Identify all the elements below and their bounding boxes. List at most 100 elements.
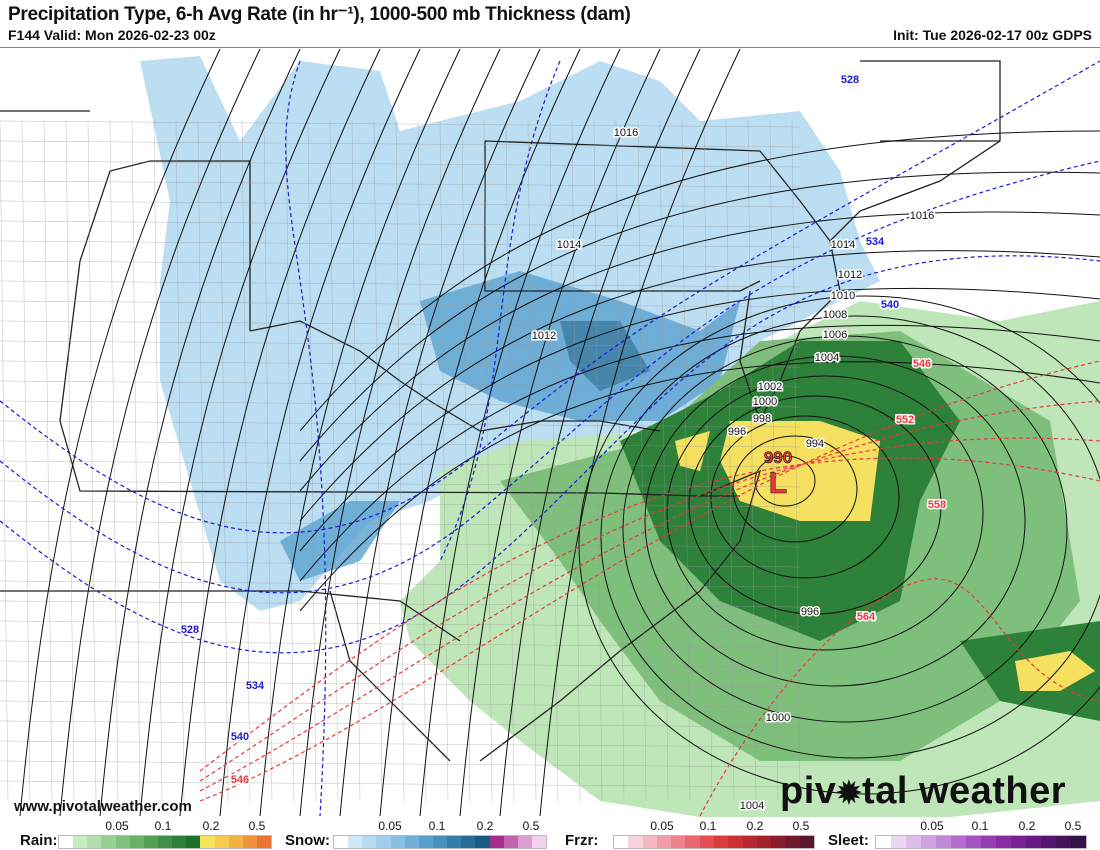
- precip-legend: Rain: 0.05 0.1 0.2 0.5 Snow: 0.05 0.1 0.2 0.5 Frzr…: [0, 818, 1100, 850]
- thickness-label: 558: [928, 499, 946, 511]
- legend-swatch: [876, 836, 891, 848]
- legend-swatch: [799, 836, 814, 848]
- legend-swatch: [785, 836, 800, 848]
- isobar-label: 996: [728, 426, 746, 438]
- isobar-label: 1008: [823, 309, 847, 321]
- mix-region: [675, 421, 1095, 691]
- thickness-label: 546: [913, 358, 931, 370]
- legend-swatch: [475, 836, 490, 848]
- legend-swatch: [447, 836, 462, 848]
- legend-label-sleet: Sleet:: [828, 832, 869, 849]
- isobar-label: 996: [801, 606, 819, 618]
- legend-swatch: [713, 836, 729, 848]
- legend-swatch: [489, 836, 504, 848]
- thickness-lines: [0, 60, 1100, 817]
- legend-colorbar: [333, 835, 547, 849]
- legend-swatch: [756, 836, 772, 848]
- legend-colorbar: [58, 835, 272, 849]
- legend-swatch: [101, 836, 116, 848]
- gear-icon: ✹: [836, 777, 863, 810]
- legend-swatch: [200, 836, 215, 848]
- thickness-label: 546: [231, 774, 249, 786]
- legend-swatch: [906, 836, 921, 848]
- legend-swatch: [742, 836, 757, 848]
- legend-swatch: [656, 836, 672, 848]
- legend-tick: 0.05: [378, 819, 402, 833]
- isobar-label: 998: [753, 413, 771, 425]
- legend-tick: 0.05: [105, 819, 129, 833]
- legend-swatch: [966, 836, 981, 848]
- thickness-label: 528: [841, 74, 859, 86]
- legend-swatch: [699, 836, 714, 848]
- legend-swatch: [1056, 836, 1071, 848]
- isobar-label: 1012: [532, 330, 556, 342]
- legend-swatch: [503, 836, 518, 848]
- legend-colorbar: [613, 835, 815, 849]
- legend-swatch: [614, 836, 629, 848]
- legend-swatch: [432, 836, 448, 848]
- legend-tick: 0.5: [792, 819, 810, 833]
- isobar-label: 1002: [758, 381, 782, 393]
- legend-swatch: [891, 836, 906, 848]
- thickness-label: 564: [857, 611, 876, 623]
- legend-swatch: [59, 836, 74, 848]
- legend-swatch: [348, 836, 363, 848]
- legend-swatch: [728, 836, 743, 848]
- legend-swatch: [628, 836, 643, 848]
- thickness-label: 540: [231, 731, 249, 743]
- isobar-label: 1010: [831, 290, 855, 302]
- isobar-lines: [19, 48, 1100, 817]
- legend-swatch: [1071, 836, 1086, 848]
- isobar-label: 1016: [910, 210, 934, 222]
- thickness-label: 540: [881, 299, 899, 311]
- low-pressure-value: 990: [764, 448, 792, 467]
- legend-swatch: [1041, 836, 1056, 848]
- map-title: Precipitation Type, 6-h Avg Rate (in hr⁻…: [8, 4, 631, 25]
- isobar-label: 1004: [740, 800, 764, 812]
- legend-tick: 0.5: [248, 819, 266, 833]
- legend-tick: 0.1: [971, 819, 989, 833]
- legend-tick: 0.2: [202, 819, 220, 833]
- legend-swatch: [951, 836, 966, 848]
- legend-label-frzr: Frzr:: [565, 832, 599, 849]
- thickness-label: 534: [246, 680, 265, 692]
- legend-label-snow: Snow:: [285, 832, 330, 849]
- legend-swatch: [642, 836, 657, 848]
- legend-swatch: [73, 836, 88, 848]
- legend-tick: 0.2: [476, 819, 494, 833]
- weather-map[interactable]: 1016 1016 1014 1014 1012 1012 1010 1008 1006 1004…: [0, 47, 1100, 818]
- legend-swatch: [936, 836, 951, 848]
- thickness-label: 534: [866, 236, 885, 248]
- legend-label-rain: Rain:: [20, 832, 58, 849]
- isobar-label: 1000: [766, 712, 790, 724]
- legend-swatch: [771, 836, 786, 848]
- legend-swatch: [671, 836, 686, 848]
- legend-swatch: [172, 836, 187, 848]
- legend-swatch: [1011, 836, 1026, 848]
- legend-swatch: [186, 836, 201, 848]
- legend-tick: 0.5: [1064, 819, 1082, 833]
- legend-swatch: [376, 836, 391, 848]
- legend-colorbar: [875, 835, 1087, 849]
- legend-tick: 0.05: [650, 819, 674, 833]
- isobar-label: 994: [806, 438, 824, 450]
- init-time: Init: Tue 2026-02-17 00z GDPS: [893, 27, 1092, 43]
- legend-swatch: [143, 836, 158, 848]
- legend-tick: 0.5: [522, 819, 540, 833]
- isobar-label: 1004: [815, 352, 839, 364]
- legend-tick: 0.05: [920, 819, 944, 833]
- legend-swatch: [461, 836, 476, 848]
- legend-swatch: [921, 836, 936, 848]
- isobar-label: 1014: [557, 239, 581, 251]
- thickness-label: 528: [181, 624, 199, 636]
- valid-time: F144 Valid: Mon 2026-02-23 00z: [8, 27, 216, 43]
- isobar-label: 1000: [753, 396, 777, 408]
- legend-swatch: [228, 836, 243, 848]
- watermark-url: www.pivotalweather.com: [14, 798, 192, 815]
- legend-swatch: [362, 836, 377, 848]
- legend-tick: 0.2: [1018, 819, 1036, 833]
- legend-swatch: [256, 836, 272, 848]
- legend-swatch: [1026, 836, 1041, 848]
- legend-swatch: [981, 836, 996, 848]
- legend-swatch: [517, 836, 532, 848]
